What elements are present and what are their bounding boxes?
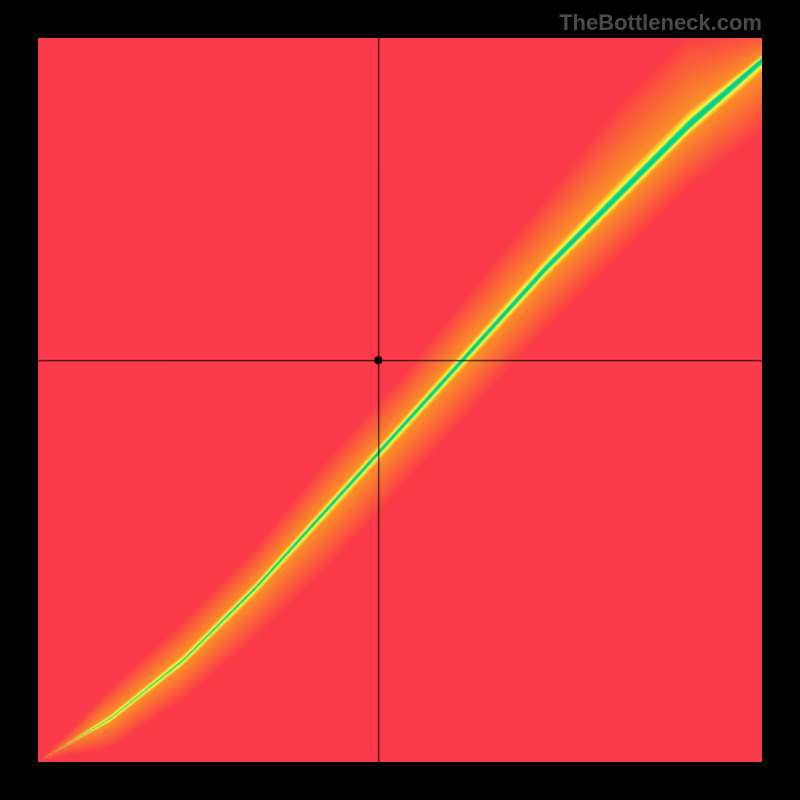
bottleneck-heatmap	[38, 38, 762, 762]
watermark-text: TheBottleneck.com	[559, 10, 762, 36]
chart-container: TheBottleneck.com	[0, 0, 800, 800]
